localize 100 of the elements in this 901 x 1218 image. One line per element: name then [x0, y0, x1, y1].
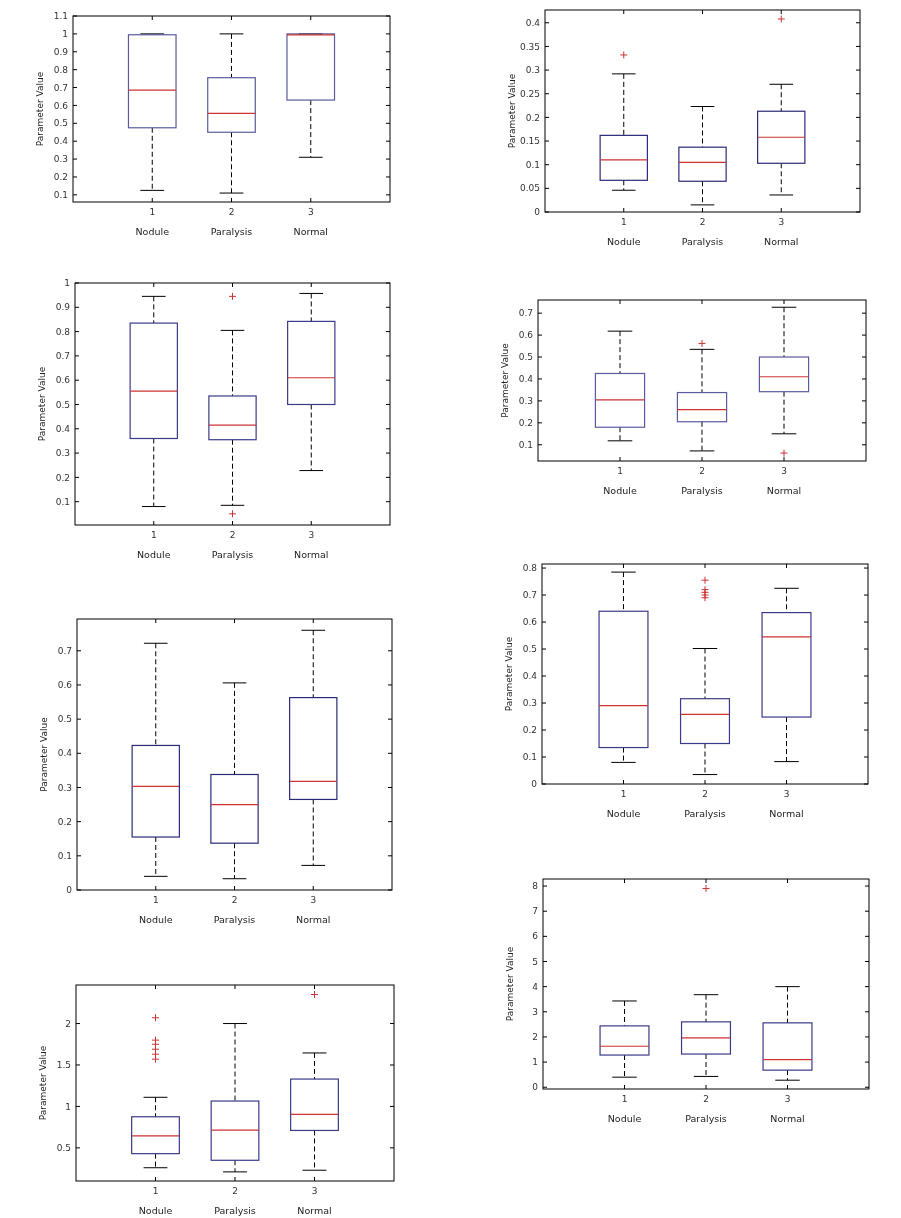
y-tick-label: 0.25	[519, 88, 540, 99]
text: Normal	[766, 485, 802, 496]
text: Nodule	[138, 1205, 173, 1216]
text: Normal	[764, 236, 799, 247]
y-tick-label: 5	[532, 956, 538, 967]
text: Paralysis	[213, 914, 256, 925]
x-tick-label: 2	[699, 466, 705, 476]
y-tick-label: 0.8	[53, 64, 69, 75]
y-tick-label: 0.35	[519, 41, 540, 52]
x-tick-label: 3	[781, 466, 787, 476]
text: Normal	[769, 808, 804, 819]
y-axis-title: Parameter Value	[38, 1045, 48, 1121]
x-tick-label: 3	[311, 1186, 318, 1196]
x-tick-label: 1	[149, 207, 156, 217]
y-tick-label: 0.6	[53, 100, 69, 111]
text: Normal	[293, 226, 328, 237]
y-tick-label: 0.4	[55, 423, 71, 434]
y-tick-label: 0.1	[518, 439, 533, 450]
text: Nodule	[135, 226, 170, 237]
y-tick-label: 4	[532, 981, 539, 992]
x-tick-label: 3	[307, 207, 314, 217]
x-tick-label: 2	[703, 1094, 709, 1104]
text: Normal	[294, 549, 329, 560]
y-tick-label: 0.3	[53, 154, 68, 165]
y-tick-label: 1.1	[53, 11, 68, 22]
y-tick-label: 1	[64, 278, 70, 289]
y-tick-label: 0.2	[53, 172, 68, 183]
y-tick-label: 0.8	[55, 326, 71, 337]
y-tick-label: 0.5	[56, 1143, 71, 1153]
y-tick-label: 0.05	[519, 183, 540, 194]
y-tick-label: 0	[534, 207, 541, 218]
y-tick-label: 0.1	[525, 159, 540, 170]
y-tick-label: 0.5	[57, 714, 72, 725]
y-tick-label: 0.1	[55, 496, 70, 507]
y-tick-label: 0.3	[518, 396, 533, 407]
y-tick-label: 0.4	[518, 374, 534, 385]
text: Paralysis	[685, 1113, 727, 1124]
x-tick-label: 2	[228, 207, 235, 217]
x-tick-label: 2	[699, 217, 706, 227]
text: Normal	[297, 1205, 332, 1216]
y-tick-label: 0.4	[57, 748, 73, 759]
text: Paralysis	[214, 1205, 256, 1216]
y-tick-label: 0.7	[518, 308, 533, 319]
y-axis-title: Parameter Value	[507, 73, 517, 149]
y-tick-label: 0.9	[53, 46, 69, 57]
y-tick-label: 0.1	[522, 752, 537, 763]
y-tick-label: 0.1	[57, 850, 72, 861]
y-tick-label: 0.5	[55, 399, 70, 410]
y-tick-label: 0.3	[55, 448, 70, 459]
x-tick-label: 1	[620, 217, 627, 227]
y-tick-label: 0.4	[522, 671, 538, 682]
y-tick-label: 0.7	[55, 351, 70, 362]
y-tick-label: 0.8	[522, 563, 538, 574]
y-tick-label: 0	[532, 1082, 539, 1093]
text: Nodule	[606, 808, 641, 819]
y-tick-label: 0.6	[518, 330, 534, 341]
y-tick-label: 0.6	[57, 680, 73, 691]
y-tick-label: 0.1	[53, 190, 68, 200]
y-tick-label: 0.4	[525, 17, 541, 28]
y-tick-label: 1.5	[56, 1060, 71, 1071]
y-axis-title: Parameter Value	[35, 71, 45, 147]
y-tick-label: 0.5	[53, 118, 68, 129]
text: Nodule	[137, 549, 171, 560]
x-tick-label: 1	[152, 1186, 159, 1196]
y-tick-label: 2	[65, 1018, 71, 1029]
y-tick-label: 0.2	[518, 417, 533, 428]
y-tick-label: 2	[532, 1032, 538, 1043]
x-tick-label: 1	[621, 1094, 628, 1104]
text: Normal	[296, 914, 331, 925]
y-tick-label: 0.6	[522, 617, 538, 628]
y-tick-label: 0.3	[525, 65, 540, 76]
x-tick-label: 1	[617, 466, 623, 476]
x-tick-label: 1	[620, 789, 627, 799]
text: Paralysis	[210, 226, 253, 237]
y-tick-label: 0.5	[522, 644, 537, 655]
text: Paralysis	[681, 485, 723, 496]
y-tick-label: 3	[532, 1006, 538, 1017]
y-tick-label: 0.2	[57, 816, 72, 827]
text: Nodule	[607, 1113, 642, 1124]
y-tick-label: 0.3	[57, 782, 72, 793]
y-tick-label: 0	[531, 779, 538, 790]
y-tick-label: 1	[62, 29, 68, 40]
y-axis-title: Parameter Value	[504, 636, 514, 712]
y-tick-label: 8	[532, 881, 539, 892]
y-tick-label: 0.15	[519, 136, 540, 147]
y-tick-label: 0.2	[522, 725, 537, 736]
x-tick-label: 2	[229, 530, 236, 540]
y-tick-label: 1	[65, 1101, 71, 1112]
y-axis-title: Parameter Value	[37, 366, 47, 442]
y-tick-label: 1	[532, 1057, 538, 1068]
text: Paralysis	[681, 236, 724, 247]
y-tick-label: 0	[66, 885, 73, 896]
x-tick-label: 3	[783, 789, 790, 799]
x-tick-label: 2	[231, 895, 238, 905]
y-tick-label: 0.9	[55, 302, 71, 313]
y-tick-label: 0.4	[53, 136, 69, 147]
y-tick-label: 0.7	[53, 82, 68, 93]
text: Nodule	[139, 914, 173, 925]
y-tick-label: 0.2	[55, 472, 70, 483]
x-tick-label: 2	[232, 1186, 238, 1196]
